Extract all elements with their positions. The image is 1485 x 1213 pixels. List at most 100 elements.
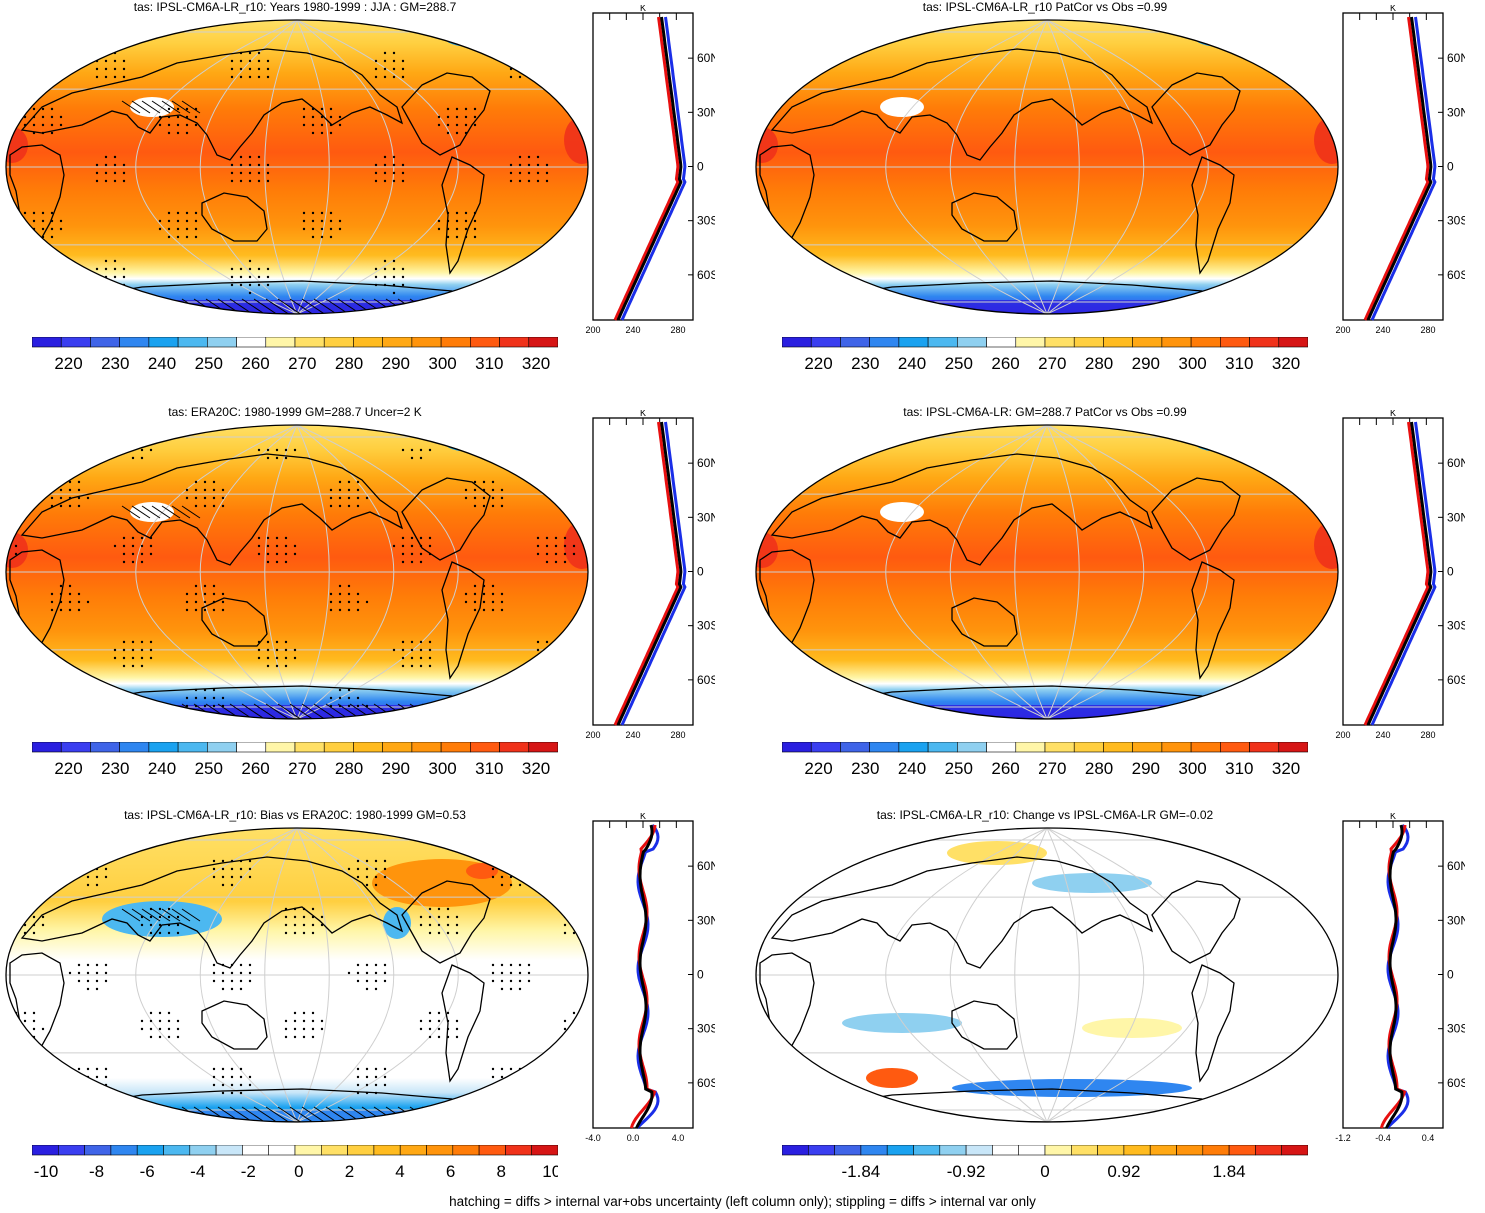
stipple-dot xyxy=(212,1075,216,1079)
stipple-dot xyxy=(401,552,405,556)
stipple-dot xyxy=(518,883,522,887)
hatch-line xyxy=(289,1106,315,1122)
stipple-dot xyxy=(266,163,270,167)
stipple-dot xyxy=(95,267,99,271)
stipple-dot xyxy=(194,480,198,484)
stipple-dot xyxy=(284,560,288,564)
stipple-dot xyxy=(77,1091,81,1095)
continent-outline xyxy=(1241,30,1293,64)
stipple-dot xyxy=(212,704,216,708)
hatch-line xyxy=(277,1106,303,1122)
stipple-dot xyxy=(95,971,99,975)
stipple-dot xyxy=(221,979,225,983)
stipple-dot xyxy=(302,1011,306,1015)
hatch-line xyxy=(493,1106,519,1122)
profile-line-black xyxy=(616,421,683,726)
stipple-dot xyxy=(347,688,351,692)
stipple-dot xyxy=(32,1027,36,1031)
stipple-dot xyxy=(464,131,468,135)
stipple-dot xyxy=(176,235,180,239)
stipple-dot xyxy=(455,235,459,239)
stipple-dot xyxy=(275,448,279,452)
stipple-dot xyxy=(266,75,270,79)
stipple-dot xyxy=(158,219,162,223)
stipple-dot xyxy=(140,648,144,652)
stipple-dot xyxy=(14,931,18,935)
stipple-dot xyxy=(419,915,423,919)
stipple-dot xyxy=(455,1035,459,1039)
longitude-line xyxy=(296,20,459,314)
colorbar-swatch xyxy=(939,1145,967,1156)
stipple-dot xyxy=(248,267,252,271)
stipple-dot xyxy=(473,211,477,215)
stipple-dot xyxy=(266,552,270,556)
panel-title: tas: ERA20C: 1980-1999 GM=288.7 Uncer=2 … xyxy=(168,405,422,419)
stipple-dot xyxy=(473,704,477,708)
map-border xyxy=(755,424,1339,720)
stipple-dot xyxy=(383,179,387,183)
stipple-dot xyxy=(50,211,54,215)
stipple-dot xyxy=(563,931,567,935)
stipple-dot xyxy=(446,131,450,135)
stipple-dot xyxy=(266,664,270,668)
stipple-dot xyxy=(59,584,63,588)
stipple-dot xyxy=(131,560,135,564)
stipple-dot xyxy=(491,867,495,871)
hatch-line xyxy=(421,1106,447,1122)
stipple-dot xyxy=(194,592,198,596)
stipple-dot xyxy=(257,163,261,167)
colorbar: -1.84 -0.92 0 0.92 1.84 xyxy=(782,1145,1308,1181)
stipple-dot xyxy=(356,867,360,871)
panel-model-patcor: tas: IPSL-CM6A-LR_r10 PatCor vs Obs =0.9… xyxy=(750,0,1485,405)
stipple-dot xyxy=(95,163,99,167)
colorbar-swatch xyxy=(294,337,325,348)
stipple-dot xyxy=(518,163,522,167)
stipple-dot xyxy=(563,1027,567,1031)
colorbar: 220 230 240 250 260 270 280 290 300 310 320 xyxy=(32,337,558,373)
stipple-dot xyxy=(338,123,342,127)
stipple-dot xyxy=(167,107,171,111)
stipple-dot xyxy=(428,552,432,556)
stipple-dot xyxy=(50,592,54,596)
stipple-dot xyxy=(77,488,81,492)
stipple-dot xyxy=(419,923,423,927)
stipple-dot xyxy=(419,648,423,652)
profile-x-label: 280 xyxy=(1420,325,1435,335)
stipple-dot xyxy=(122,163,126,167)
stipple-dot xyxy=(14,448,18,452)
stipple-dot xyxy=(221,859,225,863)
stipple-dot xyxy=(59,219,63,223)
colorbar-label: 6 xyxy=(446,1162,455,1181)
stipple-dot xyxy=(500,979,504,983)
hatch-line xyxy=(517,1106,543,1122)
stipple-dot xyxy=(527,275,531,279)
hatch-line xyxy=(121,1106,147,1122)
stipple-dot xyxy=(113,656,117,660)
stipple-dot xyxy=(401,179,405,183)
stipple-dot xyxy=(104,1075,108,1079)
profile-x-label: 280 xyxy=(670,325,685,335)
stipple-dot xyxy=(518,155,522,159)
stipple-dot xyxy=(185,592,189,596)
stipple-dot xyxy=(266,171,270,175)
colorbar-label: 250 xyxy=(195,354,223,373)
colorbar-label: 290 xyxy=(1132,759,1160,778)
stipple-dot xyxy=(23,211,27,215)
stipple-dot xyxy=(428,664,432,668)
stipple-dot xyxy=(185,211,189,215)
stipple-dot xyxy=(473,696,477,700)
colorbar-swatch xyxy=(898,742,929,753)
hot-spot xyxy=(1314,521,1338,569)
stipple-dot xyxy=(473,504,477,508)
stipple-dot xyxy=(563,1019,567,1023)
hatch-line xyxy=(133,298,159,314)
stipple-dot xyxy=(23,235,27,239)
stipple-dot xyxy=(59,608,63,612)
stipple-dot xyxy=(176,227,180,231)
hatch-line xyxy=(277,298,303,314)
stipple-dot xyxy=(95,1083,99,1087)
stipple-dot xyxy=(176,1019,180,1023)
colorbar-swatch xyxy=(1097,1145,1125,1156)
continent-outline xyxy=(1191,561,1235,680)
hatch-line xyxy=(171,100,191,114)
